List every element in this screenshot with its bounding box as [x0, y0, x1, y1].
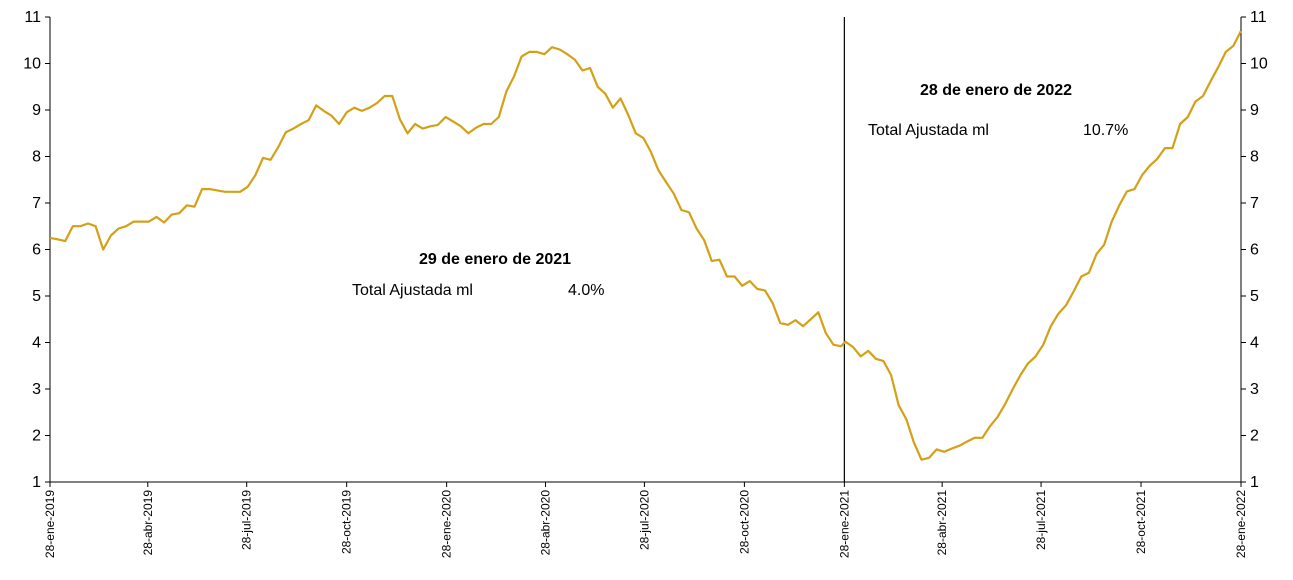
annotation-2021-value: 4.0%	[568, 282, 604, 299]
y-axis-right-ticks: 1 2 3 4 5 6 7 8 9 10 11	[1241, 9, 1268, 491]
y-tick-label: 10	[23, 56, 41, 73]
y-tick-label: 1	[32, 474, 41, 491]
annotation-2021-title: 29 de enero de 2021	[419, 251, 571, 268]
y-tick-label: 9	[1250, 102, 1259, 119]
annotation-2022: 28 de enero de 2022 Total Ajustada ml 10…	[868, 82, 1128, 139]
y-tick-label: 7	[32, 195, 41, 212]
x-tick-label: 28-ene-2022	[1234, 490, 1248, 558]
y-tick-label: 5	[32, 288, 41, 305]
x-tick-label: 28-ene-2019	[43, 490, 57, 558]
x-tick-label: 28-abr-2020	[539, 490, 553, 556]
y-tick-label: 10	[1250, 56, 1268, 73]
annotation-2022-title: 28 de enero de 2022	[920, 82, 1072, 99]
y-tick-label: 8	[1250, 149, 1259, 166]
x-tick-label: 28-oct-2019	[340, 490, 354, 554]
x-tick-label: 28-abr-2019	[141, 490, 155, 556]
x-axis-ticks: 28-ene-2019 28-abr-2019 28-jul-2019 28-oct-…	[43, 482, 1248, 558]
annotation-2021-label: Total Ajustada ml	[352, 282, 473, 299]
x-tick-label: 28-jul-2021	[1034, 490, 1048, 550]
y-tick-label: 2	[1250, 428, 1259, 445]
y-tick-label: 4	[1250, 335, 1259, 352]
x-tick-label: 28-oct-2021	[1134, 490, 1148, 554]
x-tick-label: 28-jul-2019	[240, 490, 254, 550]
series-line	[49, 30, 1242, 461]
x-tick-label: 28-abr-2021	[935, 490, 949, 556]
x-tick-label: 28-ene-2021	[837, 490, 851, 558]
y-tick-label: 5	[1250, 288, 1259, 305]
y-tick-label: 8	[32, 149, 41, 166]
annotation-2021: 29 de enero de 2021 Total Ajustada ml 4.…	[352, 251, 604, 299]
annotation-2022-label: Total Ajustada ml	[868, 122, 989, 139]
y-tick-label: 9	[32, 102, 41, 119]
y-tick-label: 11	[1250, 9, 1267, 26]
x-tick-label: 28-oct-2020	[737, 490, 751, 554]
y-tick-label: 4	[32, 335, 41, 352]
x-tick-label: 28-jul-2020	[637, 490, 651, 550]
annotation-2022-value: 10.7%	[1083, 122, 1128, 139]
y-tick-label: 2	[32, 428, 41, 445]
x-tick-label: 28-ene-2020	[440, 490, 454, 558]
y-tick-label: 11	[24, 9, 41, 26]
y-tick-label: 6	[1250, 242, 1259, 259]
annotations: 29 de enero de 2021 Total Ajustada ml 4.…	[352, 82, 1128, 299]
y-tick-label: 3	[32, 381, 41, 398]
y-tick-label: 6	[32, 242, 41, 259]
y-axis-left-ticks: 1 2 3 4 5 6 7 8 9 10 11	[23, 9, 50, 491]
y-tick-label: 7	[1250, 195, 1259, 212]
y-tick-label: 3	[1250, 381, 1259, 398]
y-tick-label: 1	[1250, 474, 1259, 491]
